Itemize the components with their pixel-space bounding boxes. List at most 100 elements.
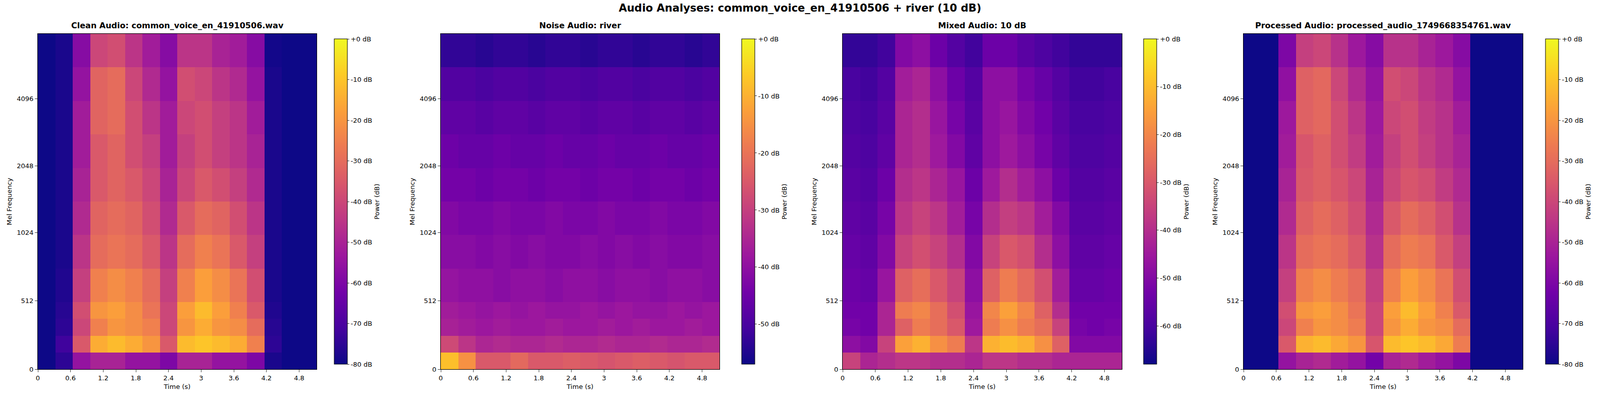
svg-text:-20 dB: -20 dB	[350, 116, 373, 125]
svg-text:3: 3	[601, 374, 606, 382]
svg-text:Time (s): Time (s)	[1369, 382, 1397, 391]
svg-text:-50 dB: -50 dB	[1562, 238, 1584, 246]
svg-text:4.2: 4.2	[1066, 374, 1077, 382]
svg-text:512: 512	[424, 296, 437, 305]
svg-text:0: 0	[1241, 374, 1246, 382]
svg-text:0: 0	[840, 374, 845, 382]
svg-text:4.8: 4.8	[696, 374, 708, 382]
svg-text:-60 dB: -60 dB	[1562, 279, 1584, 287]
svg-text:Mel Frequency: Mel Frequency	[810, 177, 818, 226]
svg-text:Processed Audio: processed_aud: Processed Audio: processed_audio_1749668…	[1255, 20, 1512, 31]
svg-text:-50 dB: -50 dB	[350, 238, 373, 246]
svg-text:4.8: 4.8	[1500, 374, 1511, 382]
svg-text:4.2: 4.2	[261, 374, 272, 382]
svg-text:+0 dB: +0 dB	[350, 35, 372, 43]
svg-text:1024: 1024	[821, 228, 839, 237]
svg-text:3.6: 3.6	[1434, 374, 1445, 382]
svg-text:2048: 2048	[821, 162, 839, 170]
svg-text:1024: 1024	[419, 228, 437, 237]
svg-text:-20 dB: -20 dB	[758, 149, 781, 158]
svg-text:4096: 4096	[16, 94, 34, 103]
svg-text:-10 dB: -10 dB	[1562, 75, 1584, 84]
svg-text:-50 dB: -50 dB	[758, 320, 781, 328]
svg-text:-40 dB: -40 dB	[350, 197, 373, 206]
svg-text:3.6: 3.6	[631, 374, 643, 382]
svg-text:Time (s): Time (s)	[163, 382, 191, 391]
svg-text:2048: 2048	[16, 162, 34, 170]
svg-text:-60 dB: -60 dB	[1160, 322, 1182, 330]
svg-text:2048: 2048	[419, 162, 437, 170]
svg-text:+0 dB: +0 dB	[1160, 35, 1181, 43]
svg-text:1.2: 1.2	[902, 374, 914, 382]
svg-text:+0 dB: +0 dB	[1562, 35, 1583, 43]
svg-text:3: 3	[1405, 374, 1410, 382]
svg-text:1.8: 1.8	[935, 374, 947, 382]
svg-text:-60 dB: -60 dB	[350, 279, 373, 287]
svg-text:-70 dB: -70 dB	[350, 319, 373, 328]
svg-text:512: 512	[826, 296, 839, 305]
svg-text:2.4: 2.4	[968, 374, 979, 382]
svg-text:0: 0	[834, 365, 839, 374]
svg-text:4.8: 4.8	[1099, 374, 1110, 382]
svg-text:4.2: 4.2	[663, 374, 675, 382]
svg-text:1024: 1024	[16, 228, 34, 237]
svg-text:Mel Frequency: Mel Frequency	[408, 177, 417, 226]
svg-text:Time (s): Time (s)	[968, 382, 996, 391]
svg-text:-30 dB: -30 dB	[1160, 178, 1182, 187]
svg-text:-10 dB: -10 dB	[1160, 82, 1182, 91]
svg-text:-80 dB: -80 dB	[350, 360, 373, 369]
svg-text:-70 dB: -70 dB	[1562, 319, 1584, 328]
svg-text:0: 0	[438, 374, 443, 382]
svg-text:0: 0	[29, 365, 34, 374]
svg-text:0: 0	[432, 365, 437, 374]
svg-text:3: 3	[198, 374, 203, 382]
svg-text:4.2: 4.2	[1467, 374, 1478, 382]
svg-text:Mel Frequency: Mel Frequency	[1211, 177, 1219, 226]
svg-text:3.6: 3.6	[228, 374, 240, 382]
svg-text:-20 dB: -20 dB	[1562, 116, 1584, 125]
svg-text:-40 dB: -40 dB	[758, 263, 781, 271]
svg-text:Audio Analyses: common_voice_e: Audio Analyses: common_voice_en_41910506…	[618, 2, 982, 15]
svg-text:512: 512	[1226, 296, 1240, 305]
svg-text:Clean Audio: common_voice_en_4: Clean Audio: common_voice_en_41910506.wa…	[71, 20, 284, 31]
svg-text:Time (s): Time (s)	[566, 382, 594, 391]
svg-text:Power (dB): Power (dB)	[1182, 183, 1191, 220]
svg-text:1.2: 1.2	[500, 374, 512, 382]
svg-text:-10 dB: -10 dB	[350, 75, 373, 84]
svg-text:-30 dB: -30 dB	[758, 206, 781, 215]
svg-text:1024: 1024	[1222, 228, 1240, 237]
svg-text:0.6: 0.6	[65, 374, 76, 382]
svg-text:1.8: 1.8	[1336, 374, 1348, 382]
svg-text:-10 dB: -10 dB	[758, 92, 781, 100]
svg-text:-20 dB: -20 dB	[1160, 130, 1182, 139]
svg-text:0.6: 0.6	[468, 374, 479, 382]
svg-text:1.2: 1.2	[1303, 374, 1315, 382]
svg-text:Mixed Audio: 10 dB: Mixed Audio: 10 dB	[938, 20, 1027, 31]
svg-text:4096: 4096	[1222, 94, 1240, 103]
svg-text:2.4: 2.4	[565, 374, 577, 382]
svg-text:-40 dB: -40 dB	[1160, 226, 1182, 234]
svg-text:0: 0	[35, 374, 40, 382]
svg-text:2.4: 2.4	[1369, 374, 1380, 382]
svg-text:3.6: 3.6	[1033, 374, 1045, 382]
svg-text:-30 dB: -30 dB	[350, 157, 373, 165]
svg-text:Mel Frequency: Mel Frequency	[5, 177, 14, 226]
svg-text:0.6: 0.6	[869, 374, 881, 382]
svg-text:4096: 4096	[419, 94, 437, 103]
svg-text:+0 dB: +0 dB	[758, 35, 779, 43]
svg-text:2048: 2048	[1222, 162, 1240, 170]
svg-text:2.4: 2.4	[163, 374, 174, 382]
svg-text:3: 3	[1004, 374, 1009, 382]
svg-text:4096: 4096	[821, 94, 839, 103]
svg-text:512: 512	[21, 296, 34, 305]
svg-text:Power (dB): Power (dB)	[780, 183, 789, 220]
svg-text:Power (dB): Power (dB)	[373, 183, 381, 220]
svg-text:-50 dB: -50 dB	[1160, 274, 1182, 282]
svg-text:1.8: 1.8	[533, 374, 545, 382]
svg-text:4.8: 4.8	[293, 374, 305, 382]
svg-text:0.6: 0.6	[1270, 374, 1282, 382]
svg-text:-40 dB: -40 dB	[1562, 197, 1584, 206]
svg-text:Power (dB): Power (dB)	[1584, 183, 1592, 220]
svg-text:0: 0	[1234, 365, 1240, 374]
svg-text:1.8: 1.8	[130, 374, 142, 382]
